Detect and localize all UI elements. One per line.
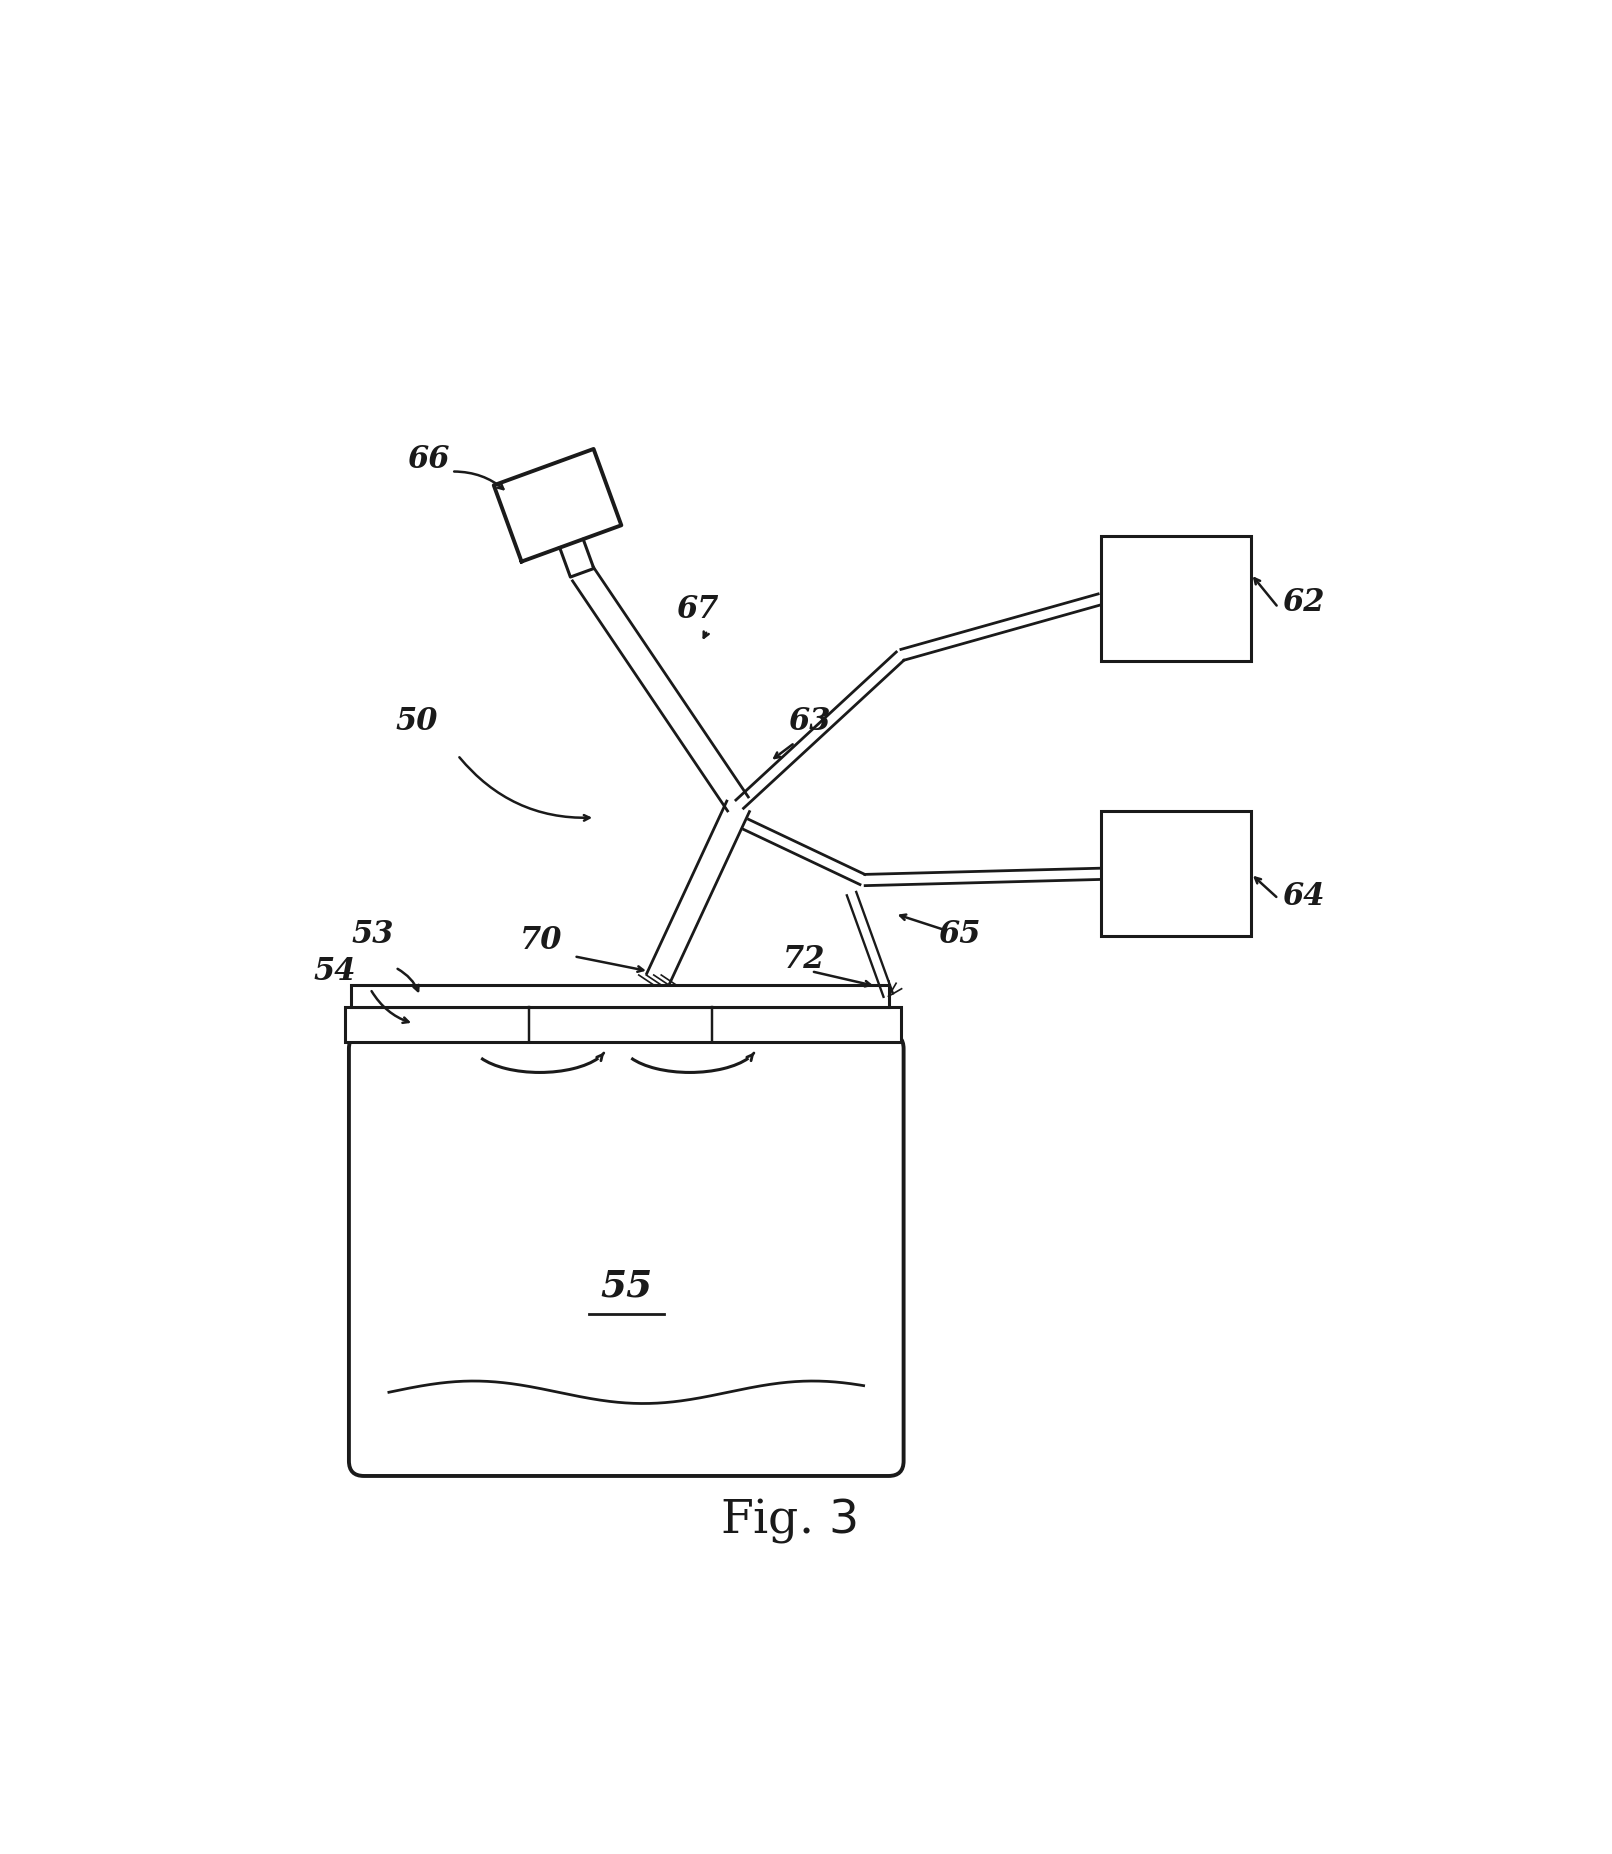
Text: 63: 63 (788, 706, 832, 738)
Text: 64: 64 (1282, 881, 1325, 912)
Text: 70: 70 (521, 925, 563, 957)
Text: Fig. $\it{3}$: Fig. $\it{3}$ (721, 1496, 858, 1546)
Bar (1101, 536, 1251, 662)
Text: 72: 72 (782, 944, 825, 975)
Bar (351, 984, 888, 1007)
Text: 66: 66 (408, 443, 450, 475)
Text: 50: 50 (395, 706, 437, 738)
Text: 55: 55 (600, 1268, 653, 1305)
Bar (1101, 812, 1251, 936)
Text: 65: 65 (938, 918, 982, 949)
FancyBboxPatch shape (348, 1035, 904, 1476)
Text: 62: 62 (1282, 588, 1325, 619)
Text: 53: 53 (351, 918, 393, 949)
Bar (345, 1007, 901, 1042)
Text: 54: 54 (314, 957, 356, 986)
Text: 67: 67 (675, 593, 719, 625)
